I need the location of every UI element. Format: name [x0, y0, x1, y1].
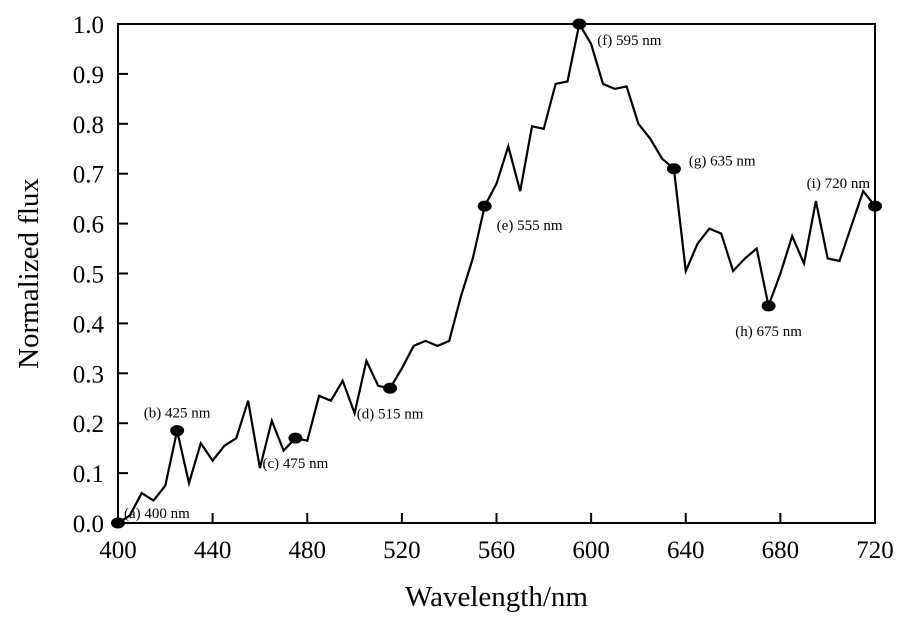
y-tick-label: 0.2	[73, 411, 104, 438]
y-tick-label: 0.8	[73, 112, 104, 139]
data-point-label: (b) 425 nm	[144, 406, 211, 422]
data-point-label: (i) 720 nm	[807, 176, 871, 192]
data-point-marker	[477, 200, 492, 212]
marker-layer: (a) 400 nm (b) 425 nm (c) 475 nm (d) 515 nm…	[111, 18, 882, 529]
series-layer	[117, 20, 876, 524]
data-point-label: (d) 515 nm	[357, 406, 424, 422]
data-point-marker	[761, 300, 776, 312]
x-tick-label: 600	[572, 537, 610, 564]
data-point-label: (a) 400 nm	[124, 506, 190, 522]
y-tick-label: 0.9	[73, 62, 104, 89]
x-tick-label: 440	[194, 537, 232, 564]
y-tick-label: 0.7	[73, 162, 104, 189]
y-tick-label: 0.6	[73, 212, 104, 239]
x-tick-label: 400	[99, 537, 137, 564]
y-tick-label: 0.3	[73, 361, 104, 388]
series-line	[117, 20, 876, 524]
y-axis-ticks: 0.0 0.1 0.2 0.3 0.4 0.5 0.6 0.7 0.8 0.9 1.0	[73, 12, 128, 538]
data-point-marker	[868, 200, 882, 212]
data-point-label: (e) 555 nm	[497, 218, 563, 234]
data-point-marker	[572, 18, 587, 30]
data-point-label: (g) 635 nm	[689, 154, 756, 170]
data-point-marker	[170, 425, 185, 437]
data-point-marker	[666, 163, 681, 175]
x-tick-label: 480	[289, 537, 327, 564]
data-point-marker	[383, 382, 398, 394]
x-tick-label: 680	[762, 537, 800, 564]
data-point-marker	[288, 432, 303, 444]
data-point-marker	[111, 517, 125, 529]
y-tick-label: 0.0	[73, 511, 104, 538]
x-axis-ticks: 400 440 480 520 560 600 640 680 720	[99, 513, 894, 564]
y-tick-label: 1.0	[73, 12, 104, 39]
data-point-label: (c) 475 nm	[263, 456, 329, 472]
x-tick-label: 560	[478, 537, 516, 564]
y-tick-label: 0.1	[73, 461, 104, 488]
y-tick-label: 0.4	[73, 311, 105, 338]
data-point-label: (f) 595 nm	[597, 33, 661, 49]
x-tick-label: 520	[383, 537, 421, 564]
x-tick-label: 640	[667, 537, 705, 564]
y-axis-title: Normalized flux	[13, 178, 45, 369]
x-tick-label: 720	[856, 537, 894, 564]
data-point-label: (h) 675 nm	[735, 324, 802, 340]
x-axis-title: Wavelength/nm	[405, 581, 588, 613]
y-tick-label: 0.5	[73, 262, 104, 289]
